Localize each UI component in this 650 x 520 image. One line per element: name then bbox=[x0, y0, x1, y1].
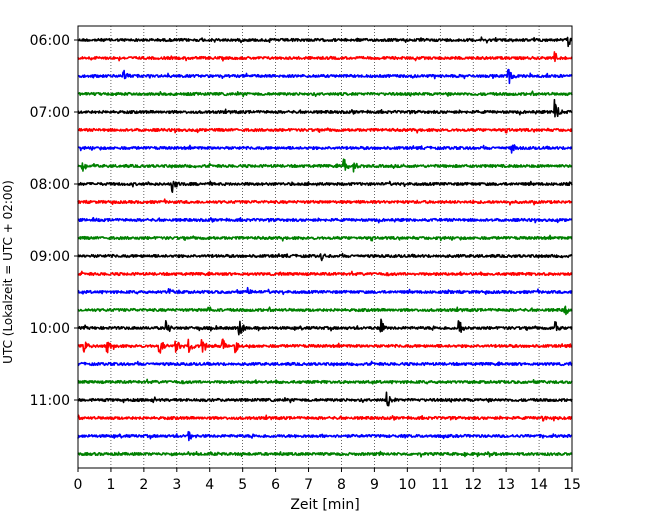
trace-06:45 bbox=[77, 90, 573, 98]
x-tick-label: 11 bbox=[431, 477, 449, 493]
trace-10:15 bbox=[77, 338, 573, 354]
x-tick-label: 8 bbox=[337, 477, 346, 493]
trace-06:00 bbox=[77, 36, 573, 48]
y-tick-label: 07:00 bbox=[30, 105, 70, 121]
trace-09:00 bbox=[77, 252, 573, 262]
trace-09:45 bbox=[77, 305, 573, 316]
trace-08:00 bbox=[77, 180, 573, 193]
x-tick-label: 7 bbox=[304, 477, 313, 493]
trace-07:00 bbox=[77, 98, 573, 118]
x-tick-label: 12 bbox=[464, 477, 482, 493]
x-axis-label: Zeit [min] bbox=[290, 497, 359, 513]
x-tick-label: 14 bbox=[530, 477, 548, 493]
x-tick-label: 9 bbox=[370, 477, 379, 493]
seismic-traces bbox=[77, 36, 573, 458]
trace-11:00 bbox=[77, 391, 573, 407]
trace-06:30 bbox=[77, 68, 573, 85]
x-tick-label: 10 bbox=[398, 477, 416, 493]
trace-08:30 bbox=[77, 216, 573, 224]
x-tick-label: 5 bbox=[238, 477, 247, 493]
trace-10:45 bbox=[77, 378, 573, 385]
x-tick-label: 15 bbox=[563, 477, 581, 493]
y-axis-label: UTC (Lokalzeit = UTC + 02:00) bbox=[1, 180, 15, 364]
x-axis-ticks: 0 1 2 3 4 5 6 7 8 9 10 11 12 13 14 15 bbox=[74, 468, 581, 493]
trace-06:15 bbox=[77, 51, 573, 63]
y-tick-label: 11:00 bbox=[30, 393, 70, 409]
trace-10:00 bbox=[77, 318, 573, 336]
y-axis-ticks: 06:00 07:00 08:00 09:00 10:00 11:00 bbox=[30, 33, 78, 409]
trace-08:45 bbox=[77, 234, 573, 242]
trace-07:30 bbox=[77, 144, 573, 154]
plot-frame bbox=[77, 25, 573, 469]
trace-09:30 bbox=[77, 286, 573, 296]
y-tick-label: 09:00 bbox=[30, 249, 70, 265]
y-tick-label: 10:00 bbox=[30, 321, 70, 337]
x-tick-label: 4 bbox=[205, 477, 214, 493]
trace-11:45 bbox=[77, 450, 573, 458]
x-tick-label: 3 bbox=[172, 477, 181, 493]
trace-07:45 bbox=[77, 158, 573, 173]
x-tick-label: 13 bbox=[497, 477, 515, 493]
y-tick-label: 08:00 bbox=[30, 177, 70, 193]
x-tick-label: 0 bbox=[74, 477, 83, 493]
y-tick-label: 06:00 bbox=[30, 33, 70, 49]
trace-09:15 bbox=[77, 270, 573, 277]
grid-lines bbox=[110, 26, 540, 468]
trace-07:15 bbox=[77, 127, 573, 134]
trace-11:30 bbox=[77, 430, 573, 442]
x-tick-label: 6 bbox=[271, 477, 280, 493]
trace-08:15 bbox=[77, 198, 573, 206]
trace-11:15 bbox=[77, 414, 573, 422]
x-tick-label: 1 bbox=[106, 477, 115, 493]
trace-10:30 bbox=[77, 360, 573, 367]
x-tick-label: 2 bbox=[139, 477, 148, 493]
